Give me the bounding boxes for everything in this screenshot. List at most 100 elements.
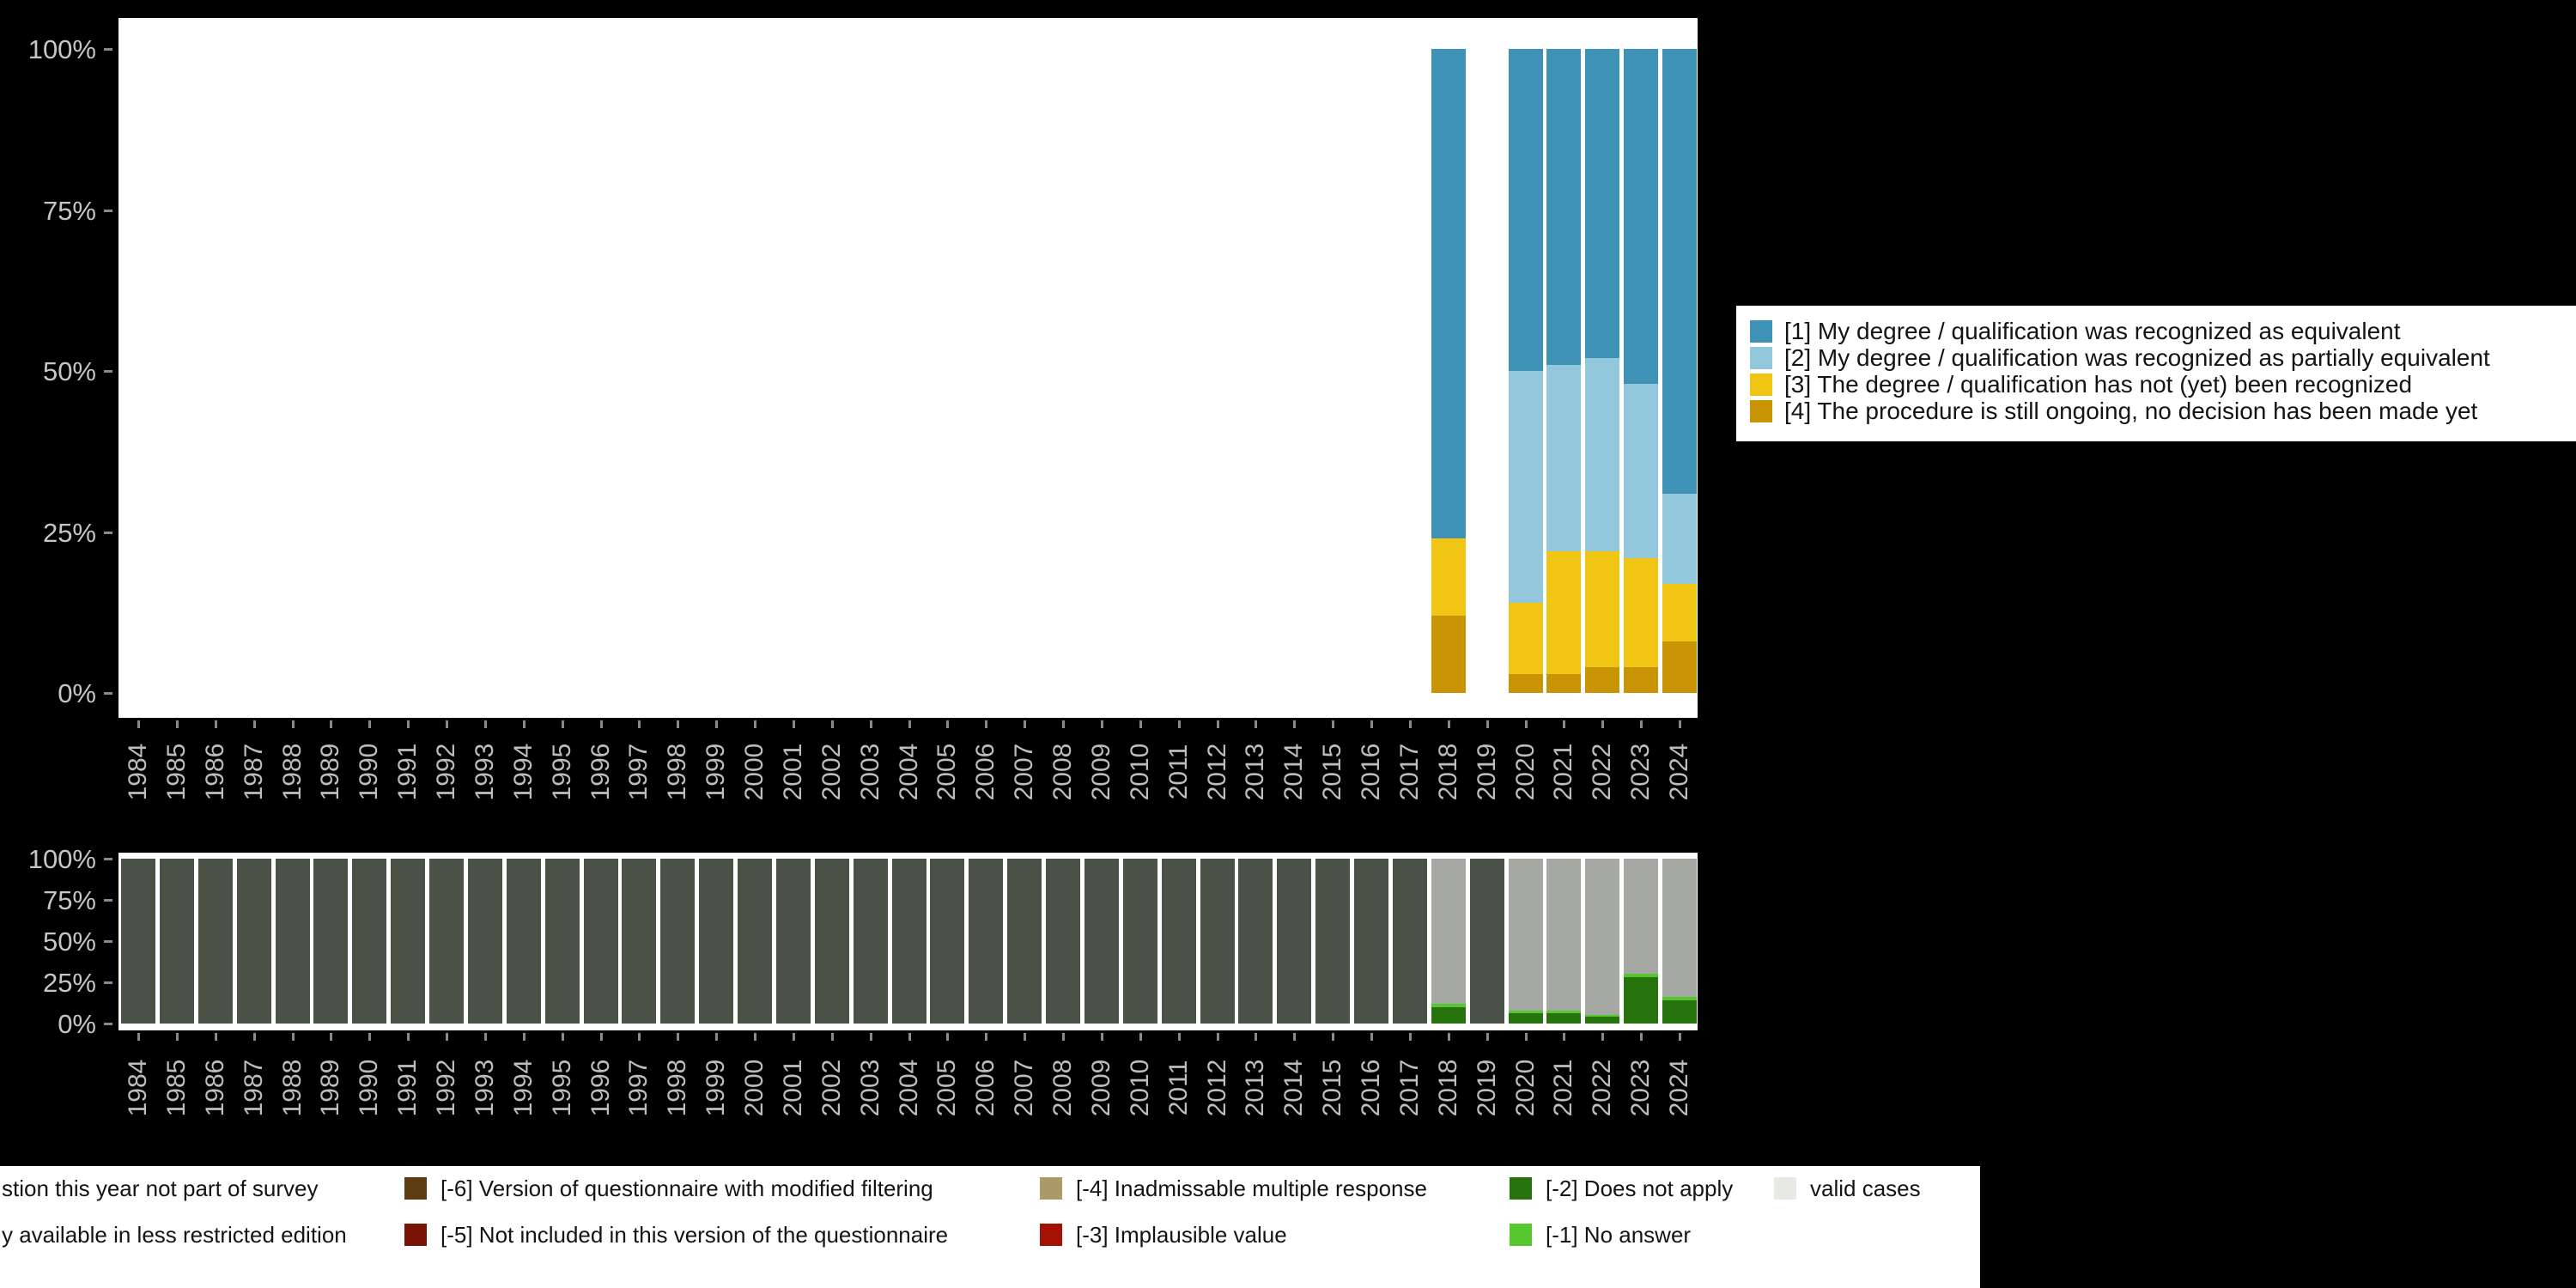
bar-segment-not_part_of_survey xyxy=(159,859,194,1024)
bar-segment-less_restricted_edition xyxy=(1585,859,1620,1016)
bar-segment-not_part_of_survey xyxy=(1084,859,1119,1024)
x-axis-year-label: 2008 xyxy=(1048,743,1077,801)
x-axis-year-label: 2014 xyxy=(1279,1059,1309,1117)
bar-segment-cat4 xyxy=(1662,641,1697,693)
bar-segment-not_part_of_survey xyxy=(391,859,426,1024)
x-axis-tick xyxy=(1177,720,1181,728)
legend-item: [-4] Inadmissable multiple response xyxy=(1076,1176,1427,1201)
y-axis-tick-label: 100% xyxy=(27,34,96,64)
x-axis-year-label: 2002 xyxy=(817,1059,846,1117)
x-axis-tick xyxy=(1100,720,1103,728)
bar-segment-not_part_of_survey xyxy=(622,859,657,1024)
bar-segment-not_part_of_survey xyxy=(313,859,349,1024)
bar-segment-not_part_of_survey xyxy=(1277,859,1312,1024)
x-axis-year-label: 2005 xyxy=(933,743,962,801)
x-axis-year-label: 1989 xyxy=(316,743,345,801)
x-axis-year-label: 1998 xyxy=(663,1059,692,1117)
legend-item: stion this year not part of survey xyxy=(2,1176,319,1201)
bar-segment-less_restricted_edition xyxy=(1431,859,1466,1004)
x-axis-tick xyxy=(1524,1033,1528,1041)
x-axis-year-label: 2017 xyxy=(1394,1059,1424,1117)
legend-swatch-icon xyxy=(1510,1224,1532,1246)
x-axis-year-label: 2015 xyxy=(1318,743,1347,801)
y-axis-tick xyxy=(104,531,112,534)
category-legend: [1] My degree / qualification was recogn… xyxy=(1736,306,2576,441)
legend-label: [-6] Version of questionnaire with modif… xyxy=(440,1175,933,1201)
bar-segment-cat3 xyxy=(1624,557,1659,667)
x-axis-tick xyxy=(715,1033,719,1041)
bar-segment-not_part_of_survey xyxy=(236,859,271,1024)
x-axis-tick xyxy=(1024,720,1027,728)
legend-label: [-4] Inadmissable multiple response xyxy=(1076,1175,1427,1201)
x-axis-year-label: 2014 xyxy=(1279,743,1309,801)
x-axis-tick xyxy=(908,1033,911,1041)
missing-values-chart-panel xyxy=(118,853,1698,1030)
bar-segment-cat1 xyxy=(1585,49,1620,358)
y-axis-tick-label: 75% xyxy=(42,195,96,226)
x-axis-year-label: 2006 xyxy=(971,743,1000,801)
x-axis-year-label: 2018 xyxy=(1433,743,1462,801)
x-axis-year-label: 2016 xyxy=(1357,1059,1385,1117)
y-axis-tick-label: 75% xyxy=(42,885,96,915)
x-axis-year-label: 2022 xyxy=(1588,743,1617,801)
legend-swatch-icon xyxy=(1750,374,1772,396)
x-axis-year-label: 2007 xyxy=(1010,1059,1039,1117)
x-axis-year-label: 1990 xyxy=(355,743,384,801)
x-axis-tick xyxy=(291,720,295,728)
x-axis-year-label: 1992 xyxy=(432,743,460,801)
x-axis-tick xyxy=(1563,1033,1566,1041)
x-axis-tick xyxy=(1255,1033,1258,1041)
bar-segment-cat4 xyxy=(1546,673,1582,693)
legend-label: y available in less restricted edition xyxy=(2,1221,347,1248)
x-axis-tick xyxy=(1408,720,1412,728)
legend-item: [-3] Implausible value xyxy=(1076,1222,1287,1248)
bar-segment-no_answer xyxy=(1546,1010,1582,1014)
bar-segment-does_not_apply xyxy=(1431,1006,1466,1024)
x-axis-tick xyxy=(1139,1033,1142,1041)
bar-segment-not_part_of_survey xyxy=(699,859,734,1024)
y-axis-tick xyxy=(104,209,112,212)
x-axis-year-label: 1990 xyxy=(355,1059,384,1117)
x-axis-tick xyxy=(214,720,217,728)
x-axis-year-label: 2008 xyxy=(1048,1059,1077,1117)
legend-item: [-1] No answer xyxy=(1546,1222,1691,1248)
x-axis-tick xyxy=(446,720,448,728)
x-axis-tick xyxy=(137,720,140,728)
bar-segment-no_answer xyxy=(1624,974,1659,978)
x-axis-tick xyxy=(561,720,564,728)
legend-item: [-2] Does not apply xyxy=(1546,1176,1733,1201)
x-axis-tick xyxy=(330,1033,333,1041)
bar-segment-less_restricted_edition xyxy=(1624,859,1659,975)
bar-segment-not_part_of_survey xyxy=(583,859,618,1024)
x-axis-year-label: 1999 xyxy=(702,1059,731,1117)
x-axis-year-label: 1994 xyxy=(508,743,538,801)
legend-label: [-2] Does not apply xyxy=(1546,1175,1734,1201)
bar-segment-not_part_of_survey xyxy=(814,859,849,1024)
x-axis-tick xyxy=(1370,720,1373,728)
x-axis-year-label: 2005 xyxy=(933,1059,962,1117)
x-axis-year-label: 2018 xyxy=(1433,1059,1462,1117)
x-axis-tick xyxy=(252,1033,256,1041)
x-axis-year-label: 1988 xyxy=(277,1059,307,1117)
x-axis-year-label: 2003 xyxy=(855,1059,884,1117)
legend-item: [1] My degree / qualification was recogn… xyxy=(1750,318,2401,344)
y-axis-tick xyxy=(104,692,112,695)
y-axis-tick xyxy=(104,858,112,860)
legend-item: [3] The degree / qualification has not (… xyxy=(1750,371,2412,398)
x-axis-tick xyxy=(869,1033,872,1041)
x-axis-tick xyxy=(1177,1033,1181,1041)
bar-segment-not_part_of_survey xyxy=(1238,859,1273,1024)
x-axis-year-label: 1998 xyxy=(663,743,692,801)
y-axis-tick xyxy=(104,940,112,943)
bar-segment-does_not_apply xyxy=(1546,1013,1582,1024)
bar-segment-not_part_of_survey xyxy=(197,859,233,1024)
x-axis-year-label: 1985 xyxy=(161,743,191,801)
bar-segment-cat2 xyxy=(1585,358,1620,551)
x-axis-year-label: 2022 xyxy=(1588,1059,1617,1117)
y-axis-tick xyxy=(104,370,112,373)
x-axis-year-label: 2021 xyxy=(1549,743,1578,801)
x-axis-tick xyxy=(407,1033,410,1041)
x-axis-year-label: 2013 xyxy=(1241,1059,1270,1117)
bar-segment-does_not_apply xyxy=(1624,977,1659,1024)
bar-segment-no_answer xyxy=(1431,1003,1466,1007)
